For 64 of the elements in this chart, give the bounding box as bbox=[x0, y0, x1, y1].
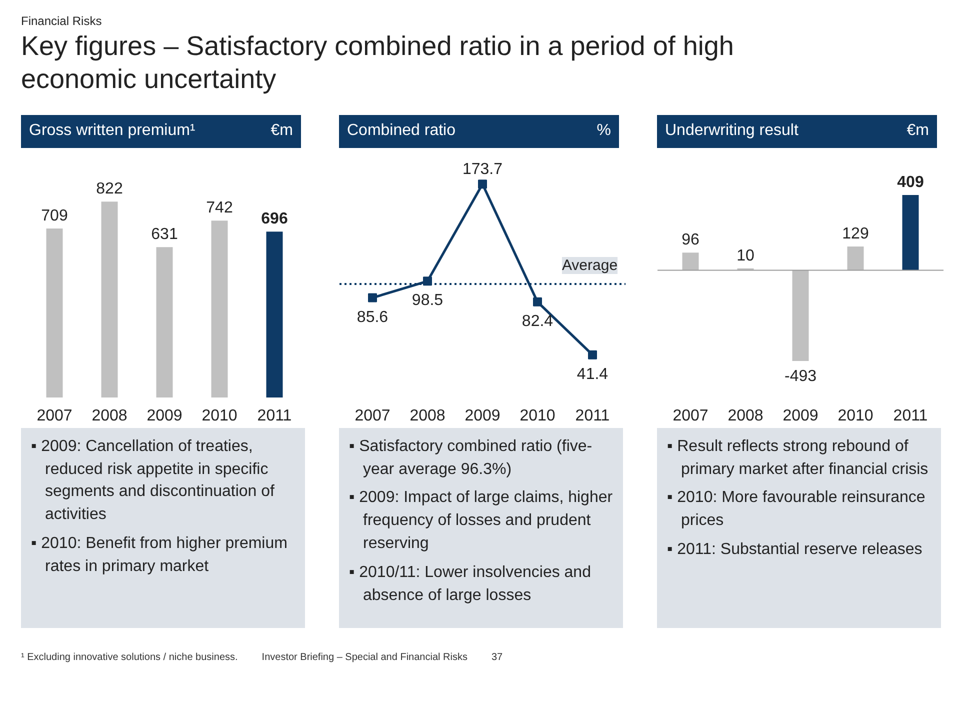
data-label: 709 bbox=[41, 207, 68, 224]
bar bbox=[156, 246, 173, 398]
bar bbox=[792, 270, 809, 361]
text: Investor Briefing – Special and Financial Risks bbox=[262, 652, 468, 663]
data-label: 10 bbox=[736, 247, 754, 264]
bar bbox=[902, 194, 919, 270]
y-axis-title: €m bbox=[270, 120, 293, 141]
data-label: 173.7 bbox=[462, 160, 503, 178]
text: ▪ 2010/11: Lower insolvencies and absence of large losses bbox=[348, 562, 592, 606]
text: Key figures – Satisfactory combined ratio in a period of high economic uncertainty bbox=[21, 30, 735, 95]
x-tick-label: 2009 bbox=[464, 407, 500, 424]
data-label: 409 bbox=[897, 174, 924, 191]
point bbox=[588, 350, 597, 360]
chart-title: Underwriting result bbox=[665, 120, 798, 141]
x-tick-label: 2007 bbox=[36, 407, 72, 424]
chart-title: Gross written premium¹ bbox=[29, 120, 196, 141]
text: 37 bbox=[491, 652, 503, 663]
data-label: 98.5 bbox=[412, 292, 444, 309]
point bbox=[368, 293, 377, 302]
point bbox=[423, 276, 432, 286]
data-label: 696 bbox=[261, 210, 288, 228]
text: ▪ 2010: Benefit from higher premium rates in primary market bbox=[30, 534, 288, 577]
text: ▪ 2009: Impact of large claims, higher frequency of losses and prudent reserving bbox=[348, 488, 614, 554]
x-tick-label: 2010 bbox=[202, 407, 238, 424]
bar bbox=[847, 246, 864, 270]
x-tick-label: 2008 bbox=[410, 407, 446, 424]
text: ▪ 2009: Cancellation of treaties, reduced risk appetite in specific segments and discontinuation of activities bbox=[30, 436, 276, 526]
text: ▪ 2010: More favourable reinsurance prices bbox=[666, 488, 926, 532]
x-tick-label: 2011 bbox=[575, 407, 610, 424]
x-tick-label: 2007 bbox=[672, 407, 708, 424]
bar bbox=[682, 252, 699, 270]
y-axis-title: €m bbox=[906, 120, 929, 141]
bar bbox=[101, 201, 118, 398]
x-tick-label: 2009 bbox=[782, 407, 818, 424]
x-tick-label: 2011 bbox=[893, 407, 928, 424]
x-tick-label: 2010 bbox=[838, 407, 874, 424]
x-tick-label: 2010 bbox=[520, 407, 556, 424]
point bbox=[478, 179, 487, 188]
text: ¹ Excluding innovative solutions / niche business. bbox=[21, 652, 238, 663]
bar bbox=[46, 228, 63, 398]
data-label: 631 bbox=[151, 226, 178, 243]
bar bbox=[266, 231, 283, 398]
x-tick-label: 2007 bbox=[354, 407, 390, 424]
bar bbox=[211, 220, 228, 398]
x-tick-label: 2008 bbox=[92, 407, 128, 424]
data-label: 82.4 bbox=[522, 312, 554, 330]
data-label: 129 bbox=[842, 225, 869, 242]
data-label: 85.6 bbox=[356, 308, 388, 326]
data-label: 41.4 bbox=[576, 366, 608, 383]
text: ▪ Result reflects strong rebound of primary market after financial crisis bbox=[666, 436, 930, 480]
chart-title: Combined ratio bbox=[347, 120, 456, 141]
text: ▪ Satisfactory combined ratio (five-year average 96.3%) bbox=[348, 436, 594, 480]
text: Financial Risks bbox=[21, 13, 103, 30]
x-tick-label: 2008 bbox=[728, 407, 764, 424]
text: ▪ 2011: Substantial reserve releases bbox=[666, 540, 924, 560]
ref-line-label: Average bbox=[562, 256, 618, 274]
data-label: -493 bbox=[784, 368, 817, 385]
x-tick-label: 2009 bbox=[146, 407, 182, 424]
y-axis-title: % bbox=[596, 120, 611, 141]
data-label: 822 bbox=[96, 180, 123, 198]
x-tick-label: 2011 bbox=[257, 407, 292, 424]
data-label: 96 bbox=[682, 231, 700, 248]
data-label: 742 bbox=[206, 199, 233, 216]
point bbox=[533, 297, 542, 306]
